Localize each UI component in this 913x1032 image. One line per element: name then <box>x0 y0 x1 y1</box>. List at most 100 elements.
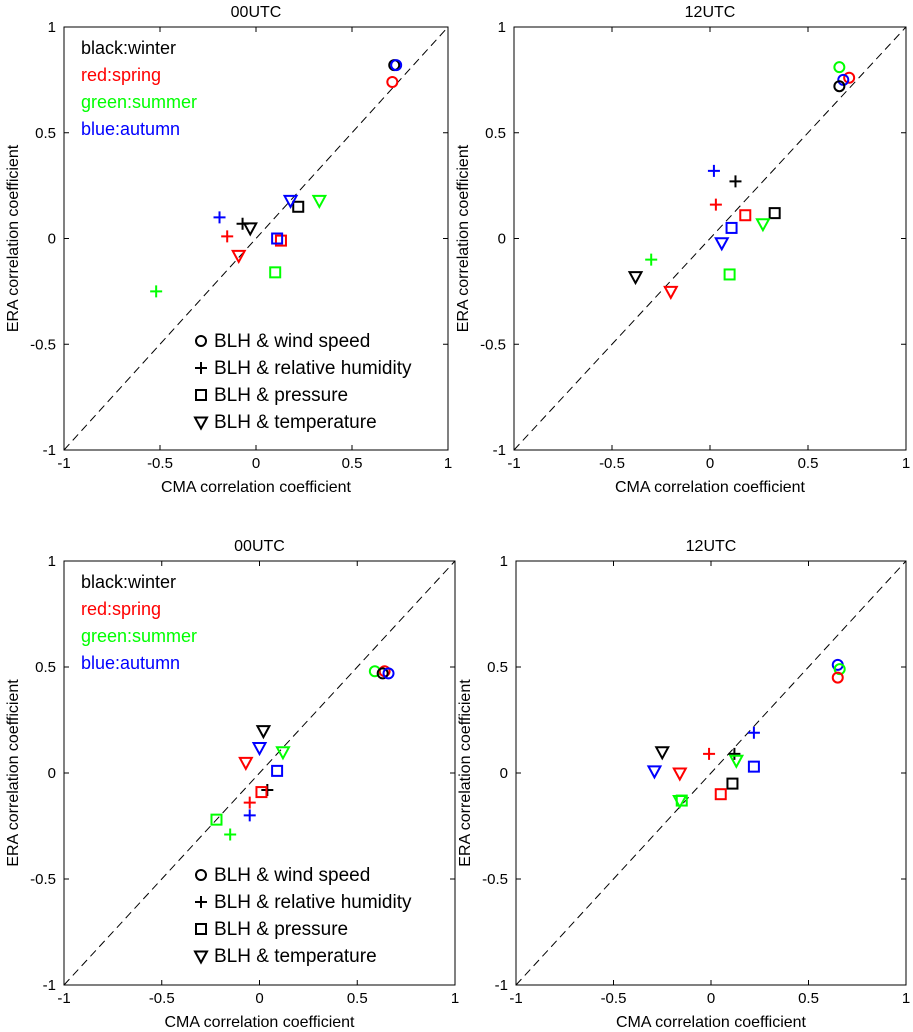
chart-panel-1: -1-1 -0.5 -0.5 0 0 0.5 0.5 1 1 00UTC CMA correlati… <box>5 4 452 496</box>
y-tick-label: 0 <box>500 765 508 782</box>
marker-legend-symbol-plus <box>195 362 207 374</box>
y-axis-label: ERA correlation coefficient <box>5 144 22 332</box>
x-tick-label: 0.5 <box>347 990 368 1007</box>
data-point-circle-spring <box>843 71 856 84</box>
chart-panel-2: -1-1 -0.5 -0.5 0 0 0.5 0.5 1 1 12UTC CMA correlati… <box>455 4 910 496</box>
x-axis-label: CMA correlation coefficient <box>164 1014 355 1031</box>
data-point-plus-autumn <box>707 164 720 177</box>
data-point-square-spring <box>255 786 268 799</box>
data-point-plus-autumn <box>747 726 760 739</box>
data-point-plus-winter <box>728 747 741 760</box>
x-tick-label: 1 <box>902 990 910 1007</box>
y-tick-label: -0.5 <box>482 871 508 888</box>
data-point-plus-summer <box>150 285 163 298</box>
x-axis-label: CMA correlation coefficient <box>616 1014 807 1031</box>
data-point-plus-spring <box>709 198 722 211</box>
data-point-circle-summer <box>833 663 846 676</box>
data-point-square-summer <box>723 268 736 281</box>
data-point-triangle-winter <box>627 271 644 286</box>
data-point-square-summer <box>210 813 223 826</box>
data-point-triangle-spring <box>238 756 254 771</box>
data-point-triangle-spring <box>663 285 679 300</box>
y-tick-label: -0.5 <box>30 336 56 353</box>
data-point-plus-winter <box>729 175 742 188</box>
data-point-plus-autumn <box>243 809 256 822</box>
data-point-triangle-summer <box>275 746 291 761</box>
y-tick-label: -1 <box>495 977 508 994</box>
chart-title: 00UTC <box>234 538 285 555</box>
x-tick-label: 0.5 <box>342 455 363 472</box>
y-tick-label: 0.5 <box>485 125 506 142</box>
one-to-one-line <box>63 26 449 451</box>
y-axis-label: ERA correlation coefficient <box>455 144 472 332</box>
data-point-triangle-summer <box>672 795 688 810</box>
data-point-circle-winter <box>376 667 389 680</box>
x-tick-label: 0 <box>255 990 263 1007</box>
data-point-circle-autumn <box>390 59 403 72</box>
one-to-one-line <box>63 560 456 986</box>
marker-legend-symbol-square <box>195 923 207 935</box>
x-tick-label: -0.5 <box>601 990 627 1007</box>
data-point-square-autumn <box>747 760 760 773</box>
chart-title: 12UTC <box>686 538 737 555</box>
chart-panel-3: -1-1 -0.5 -0.5 0 0 0.5 0.5 1 1 00UTC CMA correlati… <box>5 538 459 1031</box>
data-point-plus-summer <box>224 828 237 841</box>
season-legend-summer: green:summer <box>81 626 197 646</box>
one-to-one-line <box>513 26 907 451</box>
marker-legend-text-square: BLH & pressure <box>214 385 348 406</box>
x-axis-label: CMA correlation coefficient <box>615 479 806 496</box>
season-legend-winter: black:winter <box>81 572 176 592</box>
season-legend-autumn: blue:autumn <box>81 119 180 139</box>
data-point-square-summer <box>269 266 282 279</box>
y-tick-label: -1 <box>493 442 506 459</box>
marker-legend-text-triangle: BLH & temperature <box>214 412 377 433</box>
data-point-triangle-winter <box>654 746 670 761</box>
chart-title: 00UTC <box>231 4 282 21</box>
marker-legend-text-triangle: BLH & temperature <box>214 946 377 967</box>
x-axis-label: CMA correlation coefficient <box>161 479 352 496</box>
x-tick-label: -1 <box>57 455 70 472</box>
x-tick-label: -1 <box>57 990 70 1007</box>
data-point-square-winter <box>292 200 305 213</box>
y-tick-label: 1 <box>48 19 56 36</box>
y-tick-label: -0.5 <box>480 336 506 353</box>
season-legend-spring: red:spring <box>81 65 161 85</box>
marker-legend-text-circle: BLH & wind speed <box>214 331 370 352</box>
marker-legend-symbol-circle <box>195 869 207 881</box>
y-tick-label: 1 <box>498 19 506 36</box>
y-tick-label: -0.5 <box>30 871 56 888</box>
marker-legend-symbol-triangle <box>193 950 209 965</box>
chart-panel-4: -1-1 -0.5 -0.5 0 0 0.5 0.5 1 1 12UTC CMA correlati… <box>457 538 910 1031</box>
marker-legend-symbol-square <box>195 389 207 401</box>
marker-legend-symbol-plus <box>195 896 207 908</box>
y-tick-label: 1 <box>500 553 508 570</box>
y-tick-label: 0.5 <box>487 659 508 676</box>
season-legend-autumn: blue:autumn <box>81 653 180 673</box>
y-axis-label: ERA correlation coefficient <box>5 679 22 867</box>
x-tick-label: 0 <box>707 990 715 1007</box>
x-tick-label: -0.5 <box>147 455 173 472</box>
marker-legend-symbol-triangle <box>193 416 209 431</box>
data-point-triangle-autumn <box>251 742 268 757</box>
data-point-circle-spring <box>386 75 399 88</box>
x-tick-label: 1 <box>444 455 452 472</box>
y-tick-label: 0 <box>48 231 56 248</box>
data-point-square-autumn <box>725 221 738 234</box>
data-point-triangle-summer <box>311 194 328 210</box>
data-point-triangle-spring <box>672 767 688 782</box>
season-legend-winter: black:winter <box>81 38 176 58</box>
season-legend-spring: red:spring <box>81 599 161 619</box>
data-point-triangle-spring <box>231 249 247 265</box>
x-tick-label: 0 <box>706 455 714 472</box>
data-point-triangle-winter <box>255 725 272 740</box>
marker-legend-text-plus: BLH & relative humidity <box>214 892 412 913</box>
x-tick-label: 1 <box>902 455 910 472</box>
data-point-circle-winter <box>833 80 846 93</box>
data-point-triangle-summer <box>755 218 771 233</box>
x-tick-label: 0 <box>252 455 260 472</box>
y-tick-label: -1 <box>43 977 56 994</box>
y-tick-label: 0 <box>498 231 506 248</box>
data-point-square-winter <box>768 207 781 220</box>
data-point-triangle-autumn <box>646 765 663 780</box>
